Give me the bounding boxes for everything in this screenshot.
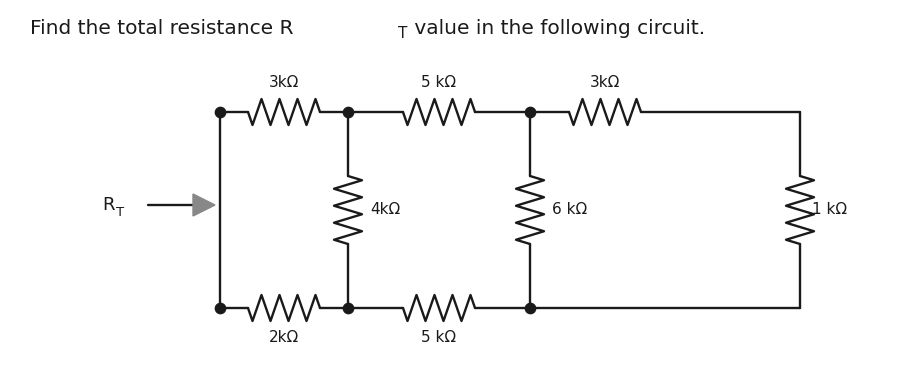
Point [522, 109, 536, 115]
Point [212, 305, 227, 311]
Text: 4kΩ: 4kΩ [369, 203, 400, 218]
Point [340, 109, 355, 115]
Text: 5 kΩ: 5 kΩ [421, 330, 456, 345]
Text: 5 kΩ: 5 kΩ [421, 75, 456, 90]
Point [340, 305, 355, 311]
Text: 6 kΩ: 6 kΩ [552, 203, 587, 218]
Text: 1 kΩ: 1 kΩ [811, 203, 846, 218]
Text: Find the total resistance R: Find the total resistance R [30, 19, 293, 38]
Polygon shape [192, 194, 215, 216]
Text: 2kΩ: 2kΩ [268, 330, 299, 345]
Text: value in the following circuit.: value in the following circuit. [407, 19, 704, 38]
Text: T: T [116, 206, 124, 218]
Text: R: R [102, 196, 115, 214]
Text: 3kΩ: 3kΩ [589, 75, 619, 90]
Point [522, 305, 536, 311]
Text: 3kΩ: 3kΩ [268, 75, 299, 90]
Point [212, 109, 227, 115]
Text: T: T [397, 26, 407, 40]
